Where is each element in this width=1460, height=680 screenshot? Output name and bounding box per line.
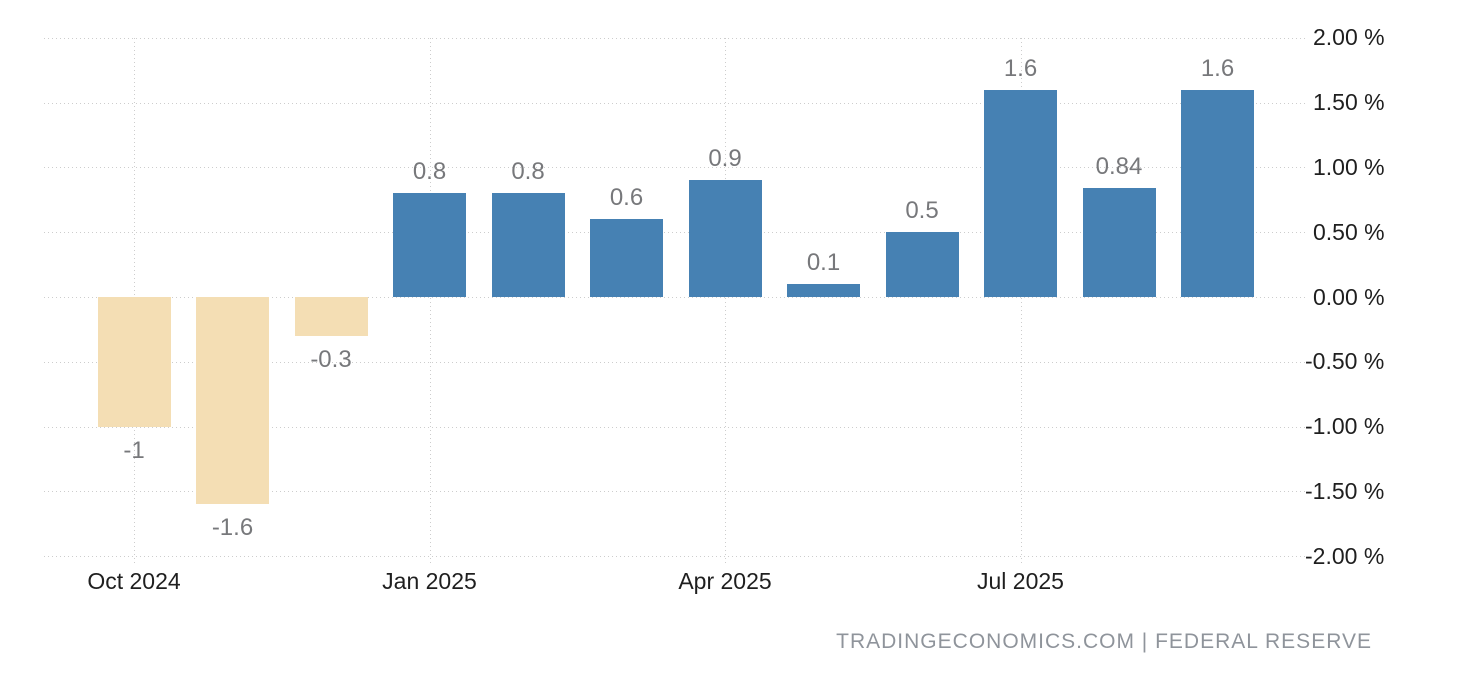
bar-sep-2025[interactable]	[1181, 89, 1254, 297]
bar-oct-2024[interactable]	[97, 297, 171, 427]
y-axis-tick-label: 2.00 %	[1313, 24, 1385, 51]
y-axis-tick-label: -1.50 %	[1305, 477, 1385, 504]
y-gridline	[44, 556, 1307, 558]
bar-dec-2024[interactable]	[294, 297, 368, 336]
bar-value-label: 0.8	[412, 158, 447, 186]
y-gridline	[44, 167, 1307, 169]
bar-value-label: 0.1	[806, 249, 841, 276]
bar-jun-2025[interactable]	[885, 232, 959, 297]
y-axis-tick-label: 1.00 %	[1313, 153, 1385, 180]
y-axis-tick-label: 0.50 %	[1313, 218, 1385, 245]
y-gridline	[44, 491, 1307, 493]
bar-value-label: -1.6	[211, 514, 254, 542]
x-gridline	[429, 38, 431, 565]
y-axis-tick-label: -1.00 %	[1305, 413, 1385, 440]
y-axis-tick-label: 0.00 %	[1313, 283, 1385, 310]
bar-apr-2025[interactable]	[688, 180, 762, 297]
bar-feb-2025[interactable]	[491, 193, 565, 297]
x-axis-tick-label: Jul 2025	[977, 568, 1064, 594]
attribution-link[interactable]: TRADINGECONOMICS.COM | FEDERAL RESERVE	[836, 630, 1372, 653]
bar-jan-2025[interactable]	[393, 193, 466, 297]
bar-value-label: 0.6	[609, 184, 644, 212]
bar-may-2025[interactable]	[787, 284, 860, 297]
y-axis-tick-label: 1.50 %	[1313, 89, 1385, 116]
y-axis-tick-label: -2.00 %	[1305, 542, 1385, 569]
y-gridline	[44, 361, 1307, 363]
bar-value-label: 1.6	[1003, 54, 1038, 82]
x-axis-tick-label: Apr 2025	[678, 568, 772, 594]
y-gridline	[44, 102, 1307, 104]
bar-value-label: 0.84	[1095, 153, 1143, 181]
bar-value-label: -0.3	[310, 345, 352, 373]
bar-aug-2025[interactable]	[1082, 188, 1156, 297]
y-gridline	[44, 232, 1307, 234]
y-gridline	[44, 297, 1307, 298]
bar-value-label: -1	[123, 436, 145, 464]
x-axis-tick-label: Jan 2025	[382, 568, 477, 594]
bar-value-label: 1.6	[1200, 54, 1235, 82]
x-gridline	[1020, 38, 1022, 565]
y-axis-tick-label: -0.50 %	[1305, 348, 1385, 375]
x-axis-tick-label: Oct 2024	[87, 568, 181, 594]
bar-mar-2025[interactable]	[590, 219, 663, 297]
y-gridline	[44, 37, 1307, 39]
bar-value-label: 0.9	[708, 145, 742, 173]
bar-jul-2025[interactable]	[984, 89, 1057, 297]
x-gridline	[725, 38, 726, 565]
bar-value-label: 0.5	[905, 197, 939, 225]
y-gridline	[44, 426, 1307, 428]
bar-value-label: 0.8	[511, 158, 545, 186]
bar-nov-2024[interactable]	[196, 297, 269, 505]
